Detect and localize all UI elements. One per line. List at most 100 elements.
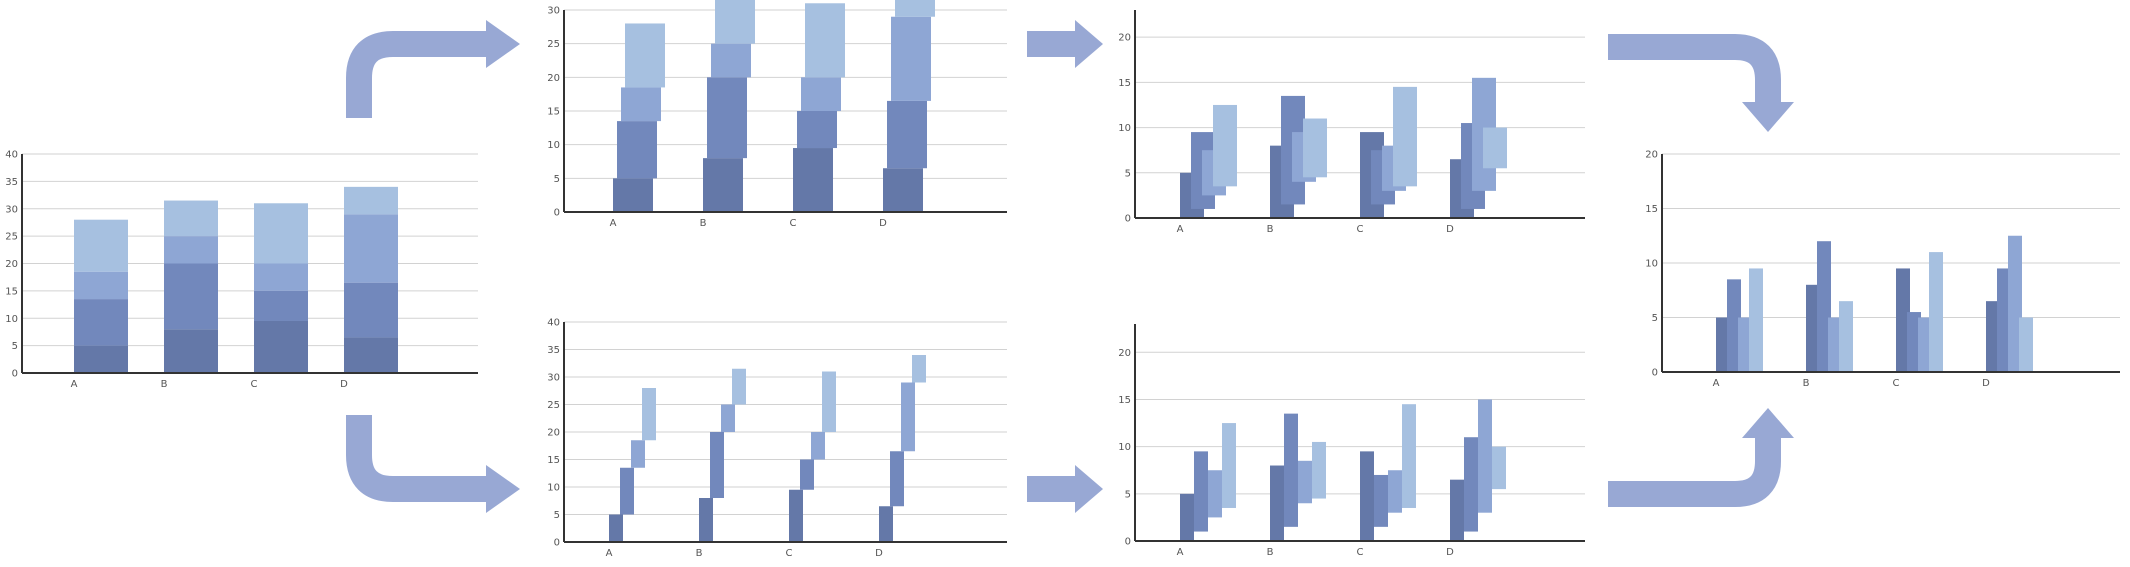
y-tick-label: 40 xyxy=(5,150,18,161)
x-tick-label: C xyxy=(251,379,258,390)
bar-D-3 xyxy=(2008,235,2022,372)
chart-stacked-overlapping-plot: 0 5 10 15 20 25 30 A B C D xyxy=(547,0,1007,229)
bar-C-3 xyxy=(801,77,841,111)
x-tick-label: A xyxy=(1177,224,1184,235)
bar-D-1 xyxy=(1450,479,1464,541)
bar-D-1 xyxy=(344,337,398,373)
bar-D-1 xyxy=(883,168,923,212)
bar-C-4 xyxy=(805,3,845,78)
bar-B-3 xyxy=(721,404,735,432)
bar-B-4 xyxy=(164,200,218,237)
y-tick-label: 5 xyxy=(1652,313,1658,324)
bar-C-2 xyxy=(800,459,814,490)
x-tick-label: D xyxy=(875,548,883,559)
bar-B-4 xyxy=(732,368,746,405)
x-tick-label: A xyxy=(1177,547,1184,558)
bar-B-3 xyxy=(164,236,218,264)
bar-A-1 xyxy=(609,514,623,542)
y-tick-label: 0 xyxy=(12,369,18,380)
bar-A-4 xyxy=(1213,104,1237,187)
y-tick-label: 0 xyxy=(1125,537,1131,548)
bar-D-4 xyxy=(1492,446,1506,490)
y-tick-label: 15 xyxy=(1645,204,1658,215)
bar-A-3 xyxy=(1208,470,1222,518)
y-tick-label: 20 xyxy=(1645,150,1658,161)
bar-B-2 xyxy=(707,77,747,159)
y-tick-label: 15 xyxy=(1118,78,1131,89)
x-tick-label: B xyxy=(696,548,703,559)
bar-D-4 xyxy=(344,186,398,215)
y-tick-label: 5 xyxy=(1125,489,1131,500)
bar-C-1 xyxy=(1896,268,1910,372)
chart-stacked-plot: 0 5 10 15 20 25 30 35 40 A B C D xyxy=(5,150,478,390)
y-tick-label: 25 xyxy=(5,232,18,243)
y-tick-label: 15 xyxy=(5,286,18,297)
bar-D-3 xyxy=(344,214,398,283)
x-tick-label: D xyxy=(1446,224,1454,235)
chart-stacked-overlapping: 0 5 10 15 20 25 30 A B C D xyxy=(547,0,1012,232)
y-tick-label: 0 xyxy=(554,208,560,219)
x-tick-label: B xyxy=(1803,378,1810,389)
y-tick-label: 20 xyxy=(547,428,560,439)
bar-A-3 xyxy=(631,440,645,468)
y-tick-label: 20 xyxy=(5,259,18,270)
bar-C-1 xyxy=(1360,451,1374,541)
chart-grouped: 0 5 10 15 20 A B C D xyxy=(1645,148,2125,392)
bar-A-4 xyxy=(74,219,128,272)
x-tick-label: B xyxy=(161,379,168,390)
bar-C-1 xyxy=(793,148,833,212)
bar-A-1 xyxy=(1716,317,1730,372)
bar-A-4 xyxy=(1749,268,1763,372)
bar-D-2 xyxy=(344,282,398,338)
bar-B-3 xyxy=(1298,460,1312,504)
bar-D-2 xyxy=(1997,268,2011,372)
x-tick-label: C xyxy=(1893,378,1900,389)
bar-A-2 xyxy=(1727,279,1741,372)
x-tick-label: C xyxy=(790,218,797,229)
bar-C-3 xyxy=(811,432,825,460)
x-tick-label: D xyxy=(879,218,887,229)
bar-C-3 xyxy=(1388,470,1402,513)
bar-A-2 xyxy=(1194,451,1208,532)
bar-C-4 xyxy=(254,203,308,264)
x-tick-label: B xyxy=(700,218,707,229)
y-tick-label: 15 xyxy=(1118,395,1131,406)
y-tick-label: 20 xyxy=(1118,348,1131,359)
x-tick-label: C xyxy=(786,548,793,559)
y-tick-label: 5 xyxy=(12,341,18,352)
bar-A-1 xyxy=(1180,493,1194,541)
bar-C-1 xyxy=(789,489,803,542)
arrow-to-grouped-from-bottom xyxy=(1608,408,1794,507)
y-tick-label: 35 xyxy=(5,177,18,188)
bars xyxy=(609,355,926,542)
arrow-to-staggered-stacked xyxy=(346,415,520,513)
bar-C-2 xyxy=(1907,312,1921,372)
x-tick-label: D xyxy=(340,379,348,390)
bar-C-4 xyxy=(822,371,836,432)
y-tick-label: 30 xyxy=(5,204,18,215)
y-tick-label: 0 xyxy=(1652,368,1658,379)
bars xyxy=(1180,399,1506,541)
chart-floating-staggered: 0 5 10 15 20 A B C D xyxy=(1118,320,1590,561)
y-tick-label: 0 xyxy=(554,538,560,549)
bar-B-4 xyxy=(1839,301,1853,372)
bar-A-2 xyxy=(74,299,128,346)
y-tick-label: 5 xyxy=(1125,168,1131,179)
x-tick-label: C xyxy=(1357,224,1364,235)
bar-D-3 xyxy=(891,16,931,101)
y-tick-label: 5 xyxy=(554,174,560,185)
bar-A-1 xyxy=(74,345,128,373)
chart-stacked: 0 5 10 15 20 25 30 35 40 A B C D xyxy=(5,148,483,393)
bars xyxy=(613,0,935,212)
bar-C-2 xyxy=(797,111,837,149)
bar-A-2 xyxy=(617,121,657,179)
y-tick-label: 20 xyxy=(547,73,560,84)
chart-stacked-staggered: 0 5 10 15 20 25 30 35 40 A B C D xyxy=(547,318,1012,562)
y-tick-label: 25 xyxy=(547,400,560,411)
bar-B-1 xyxy=(1806,284,1820,372)
y-tick-label: 10 xyxy=(547,140,560,151)
arrow-to-overlapping-stacked xyxy=(346,20,520,118)
bar-A-3 xyxy=(621,87,661,122)
x-tick-label: B xyxy=(1267,224,1274,235)
x-tick-label: A xyxy=(606,548,613,559)
